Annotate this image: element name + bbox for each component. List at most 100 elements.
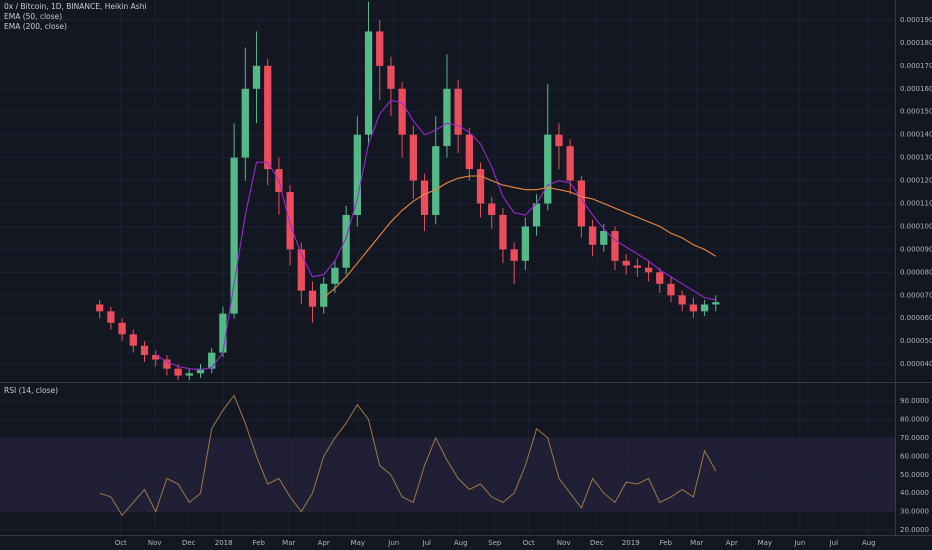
- candle-body: [208, 352, 216, 369]
- rsi-line: [99, 394, 717, 517]
- candle-body: [152, 354, 160, 360]
- candle-body: [264, 65, 272, 170]
- y-tick-label: 20.0000: [900, 526, 929, 534]
- candle-body: [129, 334, 137, 346]
- candle-body: [532, 203, 541, 227]
- candle-body: [443, 88, 451, 147]
- candle-body: [320, 283, 328, 307]
- candle-body: [622, 260, 630, 266]
- x-tick-label: Feb: [253, 539, 266, 547]
- candle-body: [185, 373, 193, 376]
- candle-body: [712, 302, 720, 305]
- legend-entry: EMA (50, close): [4, 12, 62, 21]
- x-tick-label: Apr: [318, 539, 330, 547]
- x-tick-label: Mar: [282, 539, 295, 547]
- candle-body: [510, 249, 518, 261]
- y-tick-label: 30.0000: [900, 508, 929, 516]
- candle-body: [353, 134, 361, 215]
- y-tick-label: 0.00010000: [900, 222, 932, 230]
- candle-body: [196, 368, 205, 374]
- x-tick-label: Aug: [862, 539, 876, 547]
- y-tick-label: 0.00008000: [900, 268, 932, 276]
- x-tick-label: Aug: [454, 539, 468, 547]
- x-tick-label: May: [758, 539, 772, 547]
- x-tick-label: Oct: [115, 539, 127, 547]
- y-tick-label: 40.0000: [900, 489, 929, 497]
- x-tick-label: Mar: [690, 539, 703, 547]
- x-tick-label: Jun: [387, 539, 399, 547]
- candle-body: [544, 134, 552, 204]
- candle-body: [163, 359, 171, 369]
- chart-title: 0x / Bitcoin, 1D, BINANCE, Heikin Ashi: [4, 2, 147, 11]
- y-tick-label: 0.00004000: [900, 360, 932, 368]
- candle-body: [252, 65, 261, 89]
- y-tick-label: 60.0000: [900, 452, 929, 460]
- y-tick-label: 0.00015000: [900, 108, 932, 116]
- candle-body: [465, 134, 473, 170]
- candle-body: [286, 192, 294, 250]
- y-tick-label: 0.00012000: [900, 177, 932, 185]
- x-tick-label: 2018: [215, 539, 233, 547]
- y-tick-label: 80.0000: [900, 415, 929, 423]
- y-tick-label: 0.00009000: [900, 245, 932, 253]
- candle-body: [678, 295, 686, 305]
- x-tick-label: Nov: [557, 539, 571, 547]
- candle-body: [331, 267, 339, 284]
- x-tick-label: Feb: [660, 539, 673, 547]
- candle-body: [96, 304, 104, 312]
- y-tick-label: 0.00019000: [900, 16, 932, 24]
- x-tick-label: Dec: [590, 539, 604, 547]
- candle-body: [107, 311, 115, 323]
- x-tick-label: Dec: [182, 539, 196, 547]
- candle-body: [118, 322, 126, 335]
- candle-body: [409, 134, 417, 181]
- candle-body: [230, 157, 238, 314]
- candle-body: [588, 226, 597, 245]
- candle-body: [454, 88, 462, 135]
- candle-body: [297, 249, 305, 291]
- y-tick-label: 0.00013000: [900, 154, 932, 162]
- legend-entry: EMA (200, close): [4, 22, 67, 31]
- y-tick-label: 0.00014000: [900, 131, 932, 139]
- candle-body: [611, 231, 619, 261]
- x-tick-label: Jun: [793, 539, 805, 547]
- candle-body: [174, 368, 182, 376]
- y-tick-label: 0.00006000: [900, 314, 932, 322]
- candle-body: [420, 180, 429, 215]
- y-tick-label: 50.0000: [900, 471, 929, 479]
- x-tick-label: May: [351, 539, 365, 547]
- candle-body: [566, 146, 574, 181]
- candle-body: [689, 304, 698, 312]
- rsi-title: RSI (14, close): [4, 386, 58, 395]
- candle-body: [241, 88, 249, 158]
- y-tick-label: 0.00007000: [900, 291, 932, 299]
- x-tick-label: Oct: [523, 539, 535, 547]
- candle-body: [555, 134, 563, 147]
- x-tick-label: Jul: [422, 539, 432, 547]
- candle-body: [140, 345, 149, 355]
- candle-body: [376, 31, 384, 66]
- candle-body: [476, 169, 485, 204]
- candle-body: [667, 283, 675, 296]
- candle-body: [633, 265, 642, 268]
- candle-body: [387, 65, 395, 89]
- y-tick-label: 0.00016000: [900, 85, 932, 93]
- candle-body: [219, 313, 227, 353]
- x-tick-label: Sep: [488, 539, 502, 547]
- candle-body: [499, 214, 507, 250]
- x-tick-label: Apr: [726, 539, 738, 547]
- candle-body: [432, 146, 440, 215]
- x-tick-label: 2019: [622, 539, 640, 547]
- candle-body: [308, 290, 317, 307]
- x-tick-label: Nov: [148, 539, 162, 547]
- candle-body: [342, 214, 350, 268]
- x-tick-label: Jul: [829, 539, 839, 547]
- ema-line: [323, 175, 717, 299]
- candle-body: [521, 226, 529, 261]
- candle-body: [577, 180, 585, 227]
- candle-body: [644, 267, 653, 273]
- candle-body: [600, 231, 608, 245]
